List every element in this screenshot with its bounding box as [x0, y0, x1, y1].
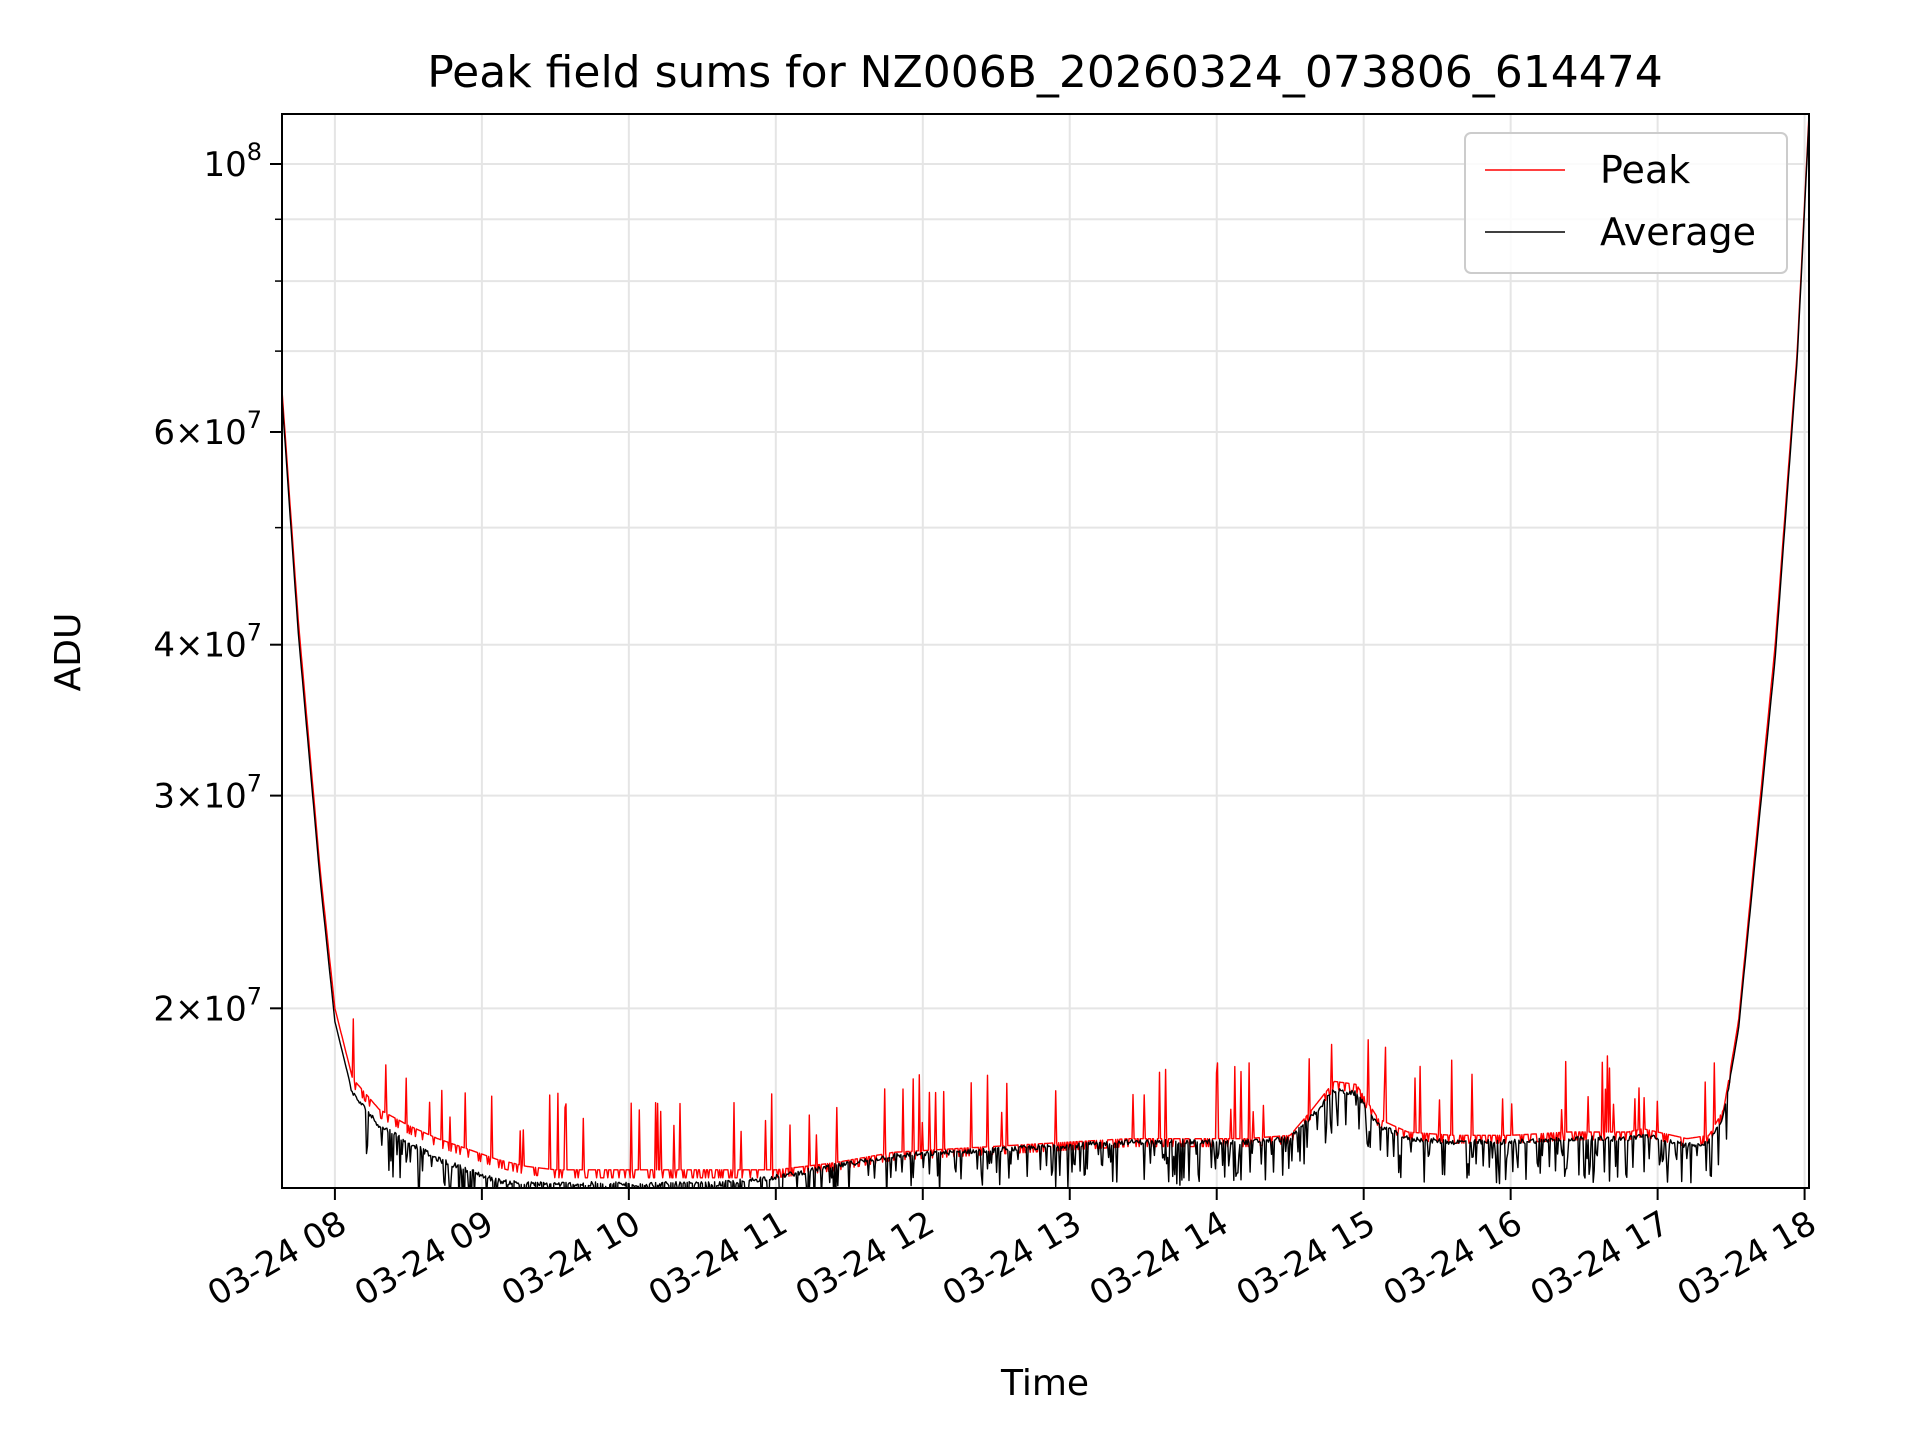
y-tick-label: 3×107 [153, 770, 262, 817]
y-tick-exponent: 8 [247, 138, 262, 166]
y-tick-exponent: 7 [247, 406, 262, 434]
y-tick-label: 6×107 [153, 406, 262, 453]
y-tick-exponent: 7 [247, 770, 262, 798]
legend-average-label: Average [1600, 210, 1756, 254]
average-series-line [282, 118, 1809, 1188]
plot-frame [281, 113, 1810, 1189]
y-tick-label: 2×107 [153, 982, 262, 1029]
legend-peak-label: Peak [1600, 148, 1690, 192]
y-axis-label: ADU [48, 613, 89, 692]
chart-title: Peak field sums for NZ006B_20260324_0738… [427, 47, 1663, 98]
series-lines [282, 114, 1809, 1188]
legend-box [1464, 132, 1788, 274]
y-tick-exponent: 7 [247, 982, 262, 1010]
y-tick-exponent: 7 [247, 619, 262, 647]
y-tick-label: 4×107 [153, 619, 262, 666]
legend: Peak Average [1464, 132, 1788, 274]
x-axis-label: Time [1000, 1363, 1089, 1404]
